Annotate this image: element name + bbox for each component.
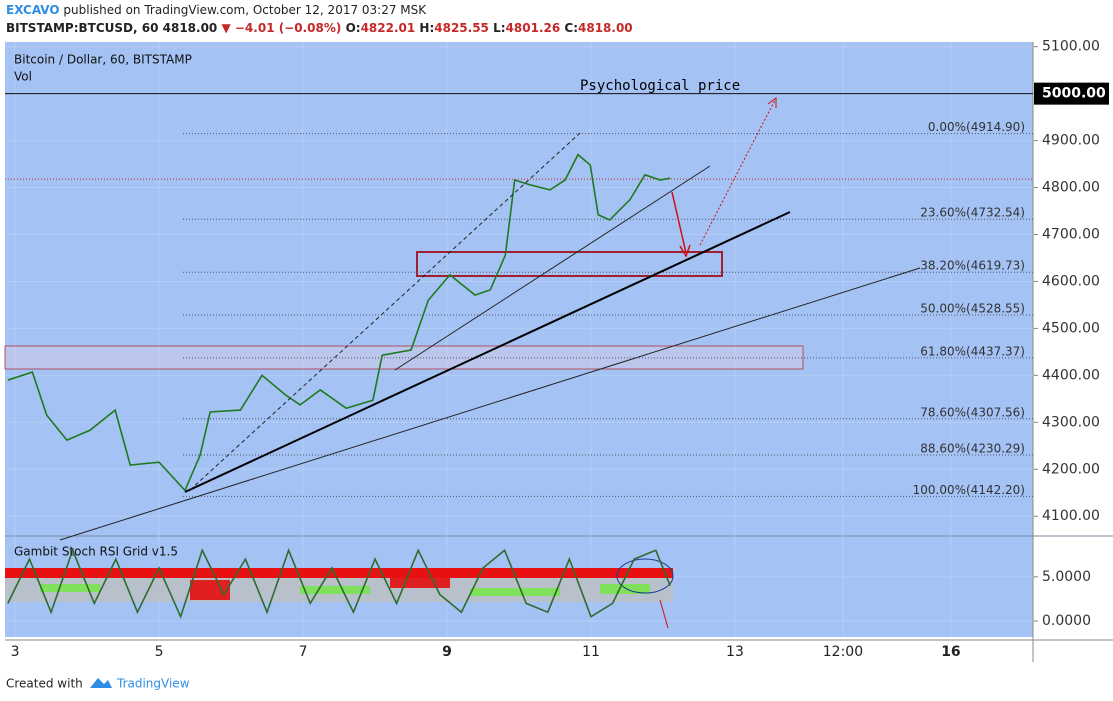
plot-bg [5,42,1033,637]
main-pane: 0.00%(4914.90) 23.60%(4732.54) 38.20%(4619… [5,82,1109,497]
heatmap-band [5,568,673,578]
trend-line [184,211,791,493]
level-label: 5000.00 [1042,86,1106,102]
footer-brand[interactable]: TradingView [116,677,190,691]
x-tick-label: 3 [11,644,20,660]
highlight [616,558,674,594]
heatmap-cell [190,580,230,600]
indicator-title: Gambit Stoch RSI Grid v1.5 [14,545,178,559]
chart-title: Bitcoin / Dollar, 60, BITSTAMP [14,53,192,67]
trend-line [394,165,711,371]
y-tick-label: 5.0000 [1042,569,1091,585]
ohlc-value: 4818.00 [578,21,633,35]
trend-line [59,267,921,541]
x-tick-label: 9 [442,644,452,660]
published: published on TradingView.com, October 12… [63,3,427,17]
fib-label: 88.60%(4230.29) [920,442,1025,456]
ohlc-value: 4801.26 [505,21,561,35]
y-tick-label: 4300.00 [1042,414,1100,430]
fib-label: 100.00%(4142.20) [913,483,1025,497]
x-tick-label: 5 [155,644,164,660]
ohlc-value: 4825.55 [434,21,489,35]
ohlc-value: 4822.01 [360,21,416,35]
header-line: BITSTAMP:BTCUSD, 60 4818.00 ▼ −4.01 (−0.… [6,21,633,35]
zone-box [416,251,723,277]
change: ▼ −4.01 (−0.08%) [221,21,342,35]
x-tick-label: 11 [582,644,600,660]
fib-label: 38.20%(4619.73) [920,259,1025,273]
header-line: EXCAVO published on TradingView.com, Oct… [6,3,426,17]
logo [90,678,112,688]
arrow-head [679,244,691,258]
last: 4818.00 [162,21,218,35]
chart-subtitle: Vol [14,70,32,84]
y-tick-label: 4700.00 [1042,227,1100,243]
x-tick-label: 16 [941,644,960,660]
heatmap-cell [470,588,560,596]
fib-label: 78.60%(4307.56) [920,405,1025,419]
y-tick-label: 0.0000 [1042,613,1091,629]
arrow [659,599,669,629]
y-tick-label: 4600.00 [1042,273,1100,289]
level-tag [1034,82,1109,105]
indicator-pane [7,548,671,619]
ohlc-label: H: [419,21,435,35]
arrow [671,191,687,254]
annotation: Psychological price [580,78,740,94]
x-tick-label: 12:00 [823,644,863,660]
x-tick-label: 13 [726,644,744,660]
price-line [7,548,671,619]
y-tick-label: 4500.00 [1042,320,1100,336]
fib-label: 61.80%(4437.37) [920,344,1025,358]
fib-label: 50.00%(4528.55) [920,302,1025,316]
ohlc-label: C: [564,21,578,35]
price-line [7,153,671,492]
heatmap-cell [40,584,100,592]
footer-text: Created with [6,677,83,691]
y-tick-label: 4900.00 [1042,133,1100,149]
fib-label: 0.00%(4914.90) [928,120,1025,134]
fib-label: 23.60%(4732.54) [920,206,1025,220]
y-tick-label: 4200.00 [1042,461,1100,477]
y-tick-label: 4800.00 [1042,180,1100,196]
y-tick-label: 4400.00 [1042,367,1100,383]
ohlc-label: O: [345,21,361,35]
zone-box [4,345,804,370]
arrow [699,99,776,246]
arrow-head [767,97,777,108]
author: EXCAVO [6,3,60,17]
heatmap-cell [300,586,370,594]
x-tick-label: 7 [299,644,308,660]
heatmap-cell [390,578,450,588]
grid: 4100.00 4200.00 4300.00 4400.00 4500.00 4600.… [5,39,1100,660]
heatmap-cell [600,584,650,594]
y-tick-label: 5100.00 [1042,39,1100,55]
ohlc-label: L: [493,21,506,35]
symbol: BITSTAMP:BTCUSD, 60 [6,21,159,35]
ohlc: O:4822.01 H:4825.55 L:4801.26 C:4818.00 [346,21,633,35]
y-tick-label: 4100.00 [1042,508,1100,524]
